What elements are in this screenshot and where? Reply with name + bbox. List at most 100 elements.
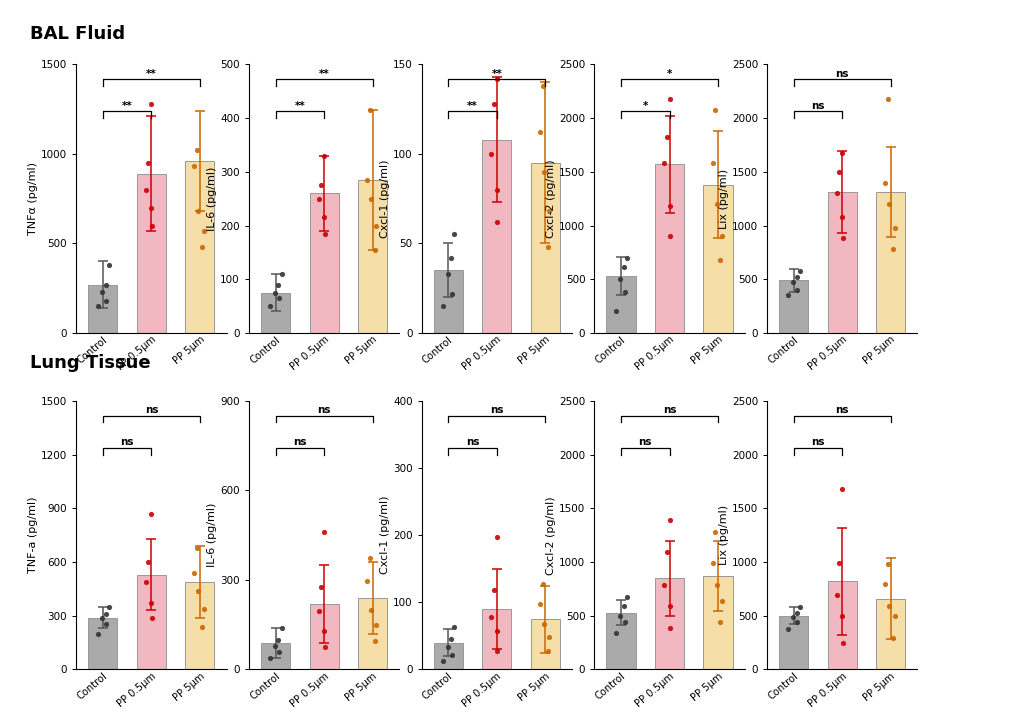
Point: [489, 184, 505, 195]
Point: [359, 575, 375, 586]
Bar: [530, 619, 560, 669]
Bar: [434, 643, 463, 669]
Point: [489, 531, 505, 542]
Point: [99, 618, 115, 629]
Text: **: **: [146, 69, 156, 79]
Text: ns: ns: [293, 437, 307, 448]
Point: [138, 576, 154, 587]
Point: [489, 625, 505, 637]
Bar: [185, 581, 214, 669]
Point: [266, 287, 282, 299]
Bar: [607, 276, 636, 333]
Point: [363, 604, 379, 616]
Point: [608, 627, 624, 639]
Bar: [358, 180, 387, 333]
Point: [612, 274, 628, 285]
Point: [885, 243, 901, 255]
Text: ns: ns: [317, 405, 331, 415]
Text: ns: ns: [835, 69, 849, 79]
Bar: [703, 185, 733, 333]
Text: ns: ns: [465, 437, 480, 448]
Point: [885, 632, 901, 644]
Point: [661, 600, 678, 611]
Point: [194, 241, 210, 253]
Bar: [358, 598, 387, 669]
Point: [362, 105, 378, 116]
Bar: [779, 616, 809, 669]
Point: [834, 233, 850, 244]
Point: [712, 616, 728, 628]
Point: [98, 279, 114, 291]
Point: [93, 613, 110, 624]
Point: [617, 286, 633, 298]
Point: [535, 618, 552, 629]
Point: [617, 616, 633, 628]
Point: [138, 184, 154, 195]
Point: [714, 231, 731, 242]
Point: [834, 611, 850, 622]
Point: [316, 642, 332, 653]
Point: [313, 581, 329, 592]
Point: [367, 244, 383, 256]
Point: [89, 301, 106, 312]
Bar: [483, 609, 511, 669]
Point: [363, 193, 379, 204]
Point: [484, 611, 500, 623]
Point: [534, 578, 551, 589]
Point: [531, 127, 548, 138]
Point: [271, 647, 288, 658]
Point: [186, 567, 202, 579]
Bar: [607, 612, 636, 669]
Point: [262, 301, 278, 312]
Text: ns: ns: [490, 405, 504, 415]
Text: **: **: [295, 101, 305, 111]
Point: [661, 93, 678, 105]
Point: [101, 601, 117, 613]
Point: [359, 174, 375, 185]
Bar: [483, 140, 511, 333]
Point: [190, 205, 206, 217]
Point: [656, 158, 673, 169]
Point: [367, 635, 383, 647]
Point: [788, 271, 805, 283]
Point: [658, 132, 675, 143]
Text: *: *: [666, 69, 673, 79]
Bar: [261, 643, 291, 669]
Text: ns: ns: [662, 405, 677, 415]
Point: [881, 600, 897, 611]
Point: [273, 268, 290, 279]
Point: [143, 611, 160, 623]
Point: [143, 597, 160, 609]
Point: [708, 198, 724, 210]
Point: [98, 608, 114, 619]
Point: [656, 579, 673, 590]
Point: [143, 220, 160, 231]
Point: [271, 292, 288, 304]
Point: [831, 166, 847, 178]
Point: [266, 640, 282, 652]
Point: [542, 632, 558, 643]
Point: [535, 166, 552, 178]
Point: [780, 289, 797, 301]
Bar: [261, 293, 291, 333]
Point: [190, 585, 206, 596]
Point: [486, 98, 502, 110]
Point: [534, 80, 551, 92]
Bar: [779, 280, 809, 333]
Bar: [185, 161, 214, 333]
Point: [316, 626, 332, 637]
Y-axis label: IL-6 (pg/ml): IL-6 (pg/ml): [207, 503, 217, 567]
Point: [780, 624, 797, 635]
Point: [446, 228, 462, 240]
Text: BAL Fluid: BAL Fluid: [30, 25, 126, 43]
Point: [619, 252, 635, 263]
Bar: [88, 617, 118, 669]
Point: [99, 295, 115, 306]
Bar: [876, 192, 905, 333]
Point: [531, 598, 548, 609]
Point: [189, 145, 205, 156]
Point: [881, 198, 897, 210]
Y-axis label: IL-6 (pg/ml): IL-6 (pg/ml): [207, 167, 217, 231]
Y-axis label: Cxcl-2 (pg/ml): Cxcl-2 (pg/ml): [547, 496, 557, 574]
Point: [101, 259, 117, 271]
